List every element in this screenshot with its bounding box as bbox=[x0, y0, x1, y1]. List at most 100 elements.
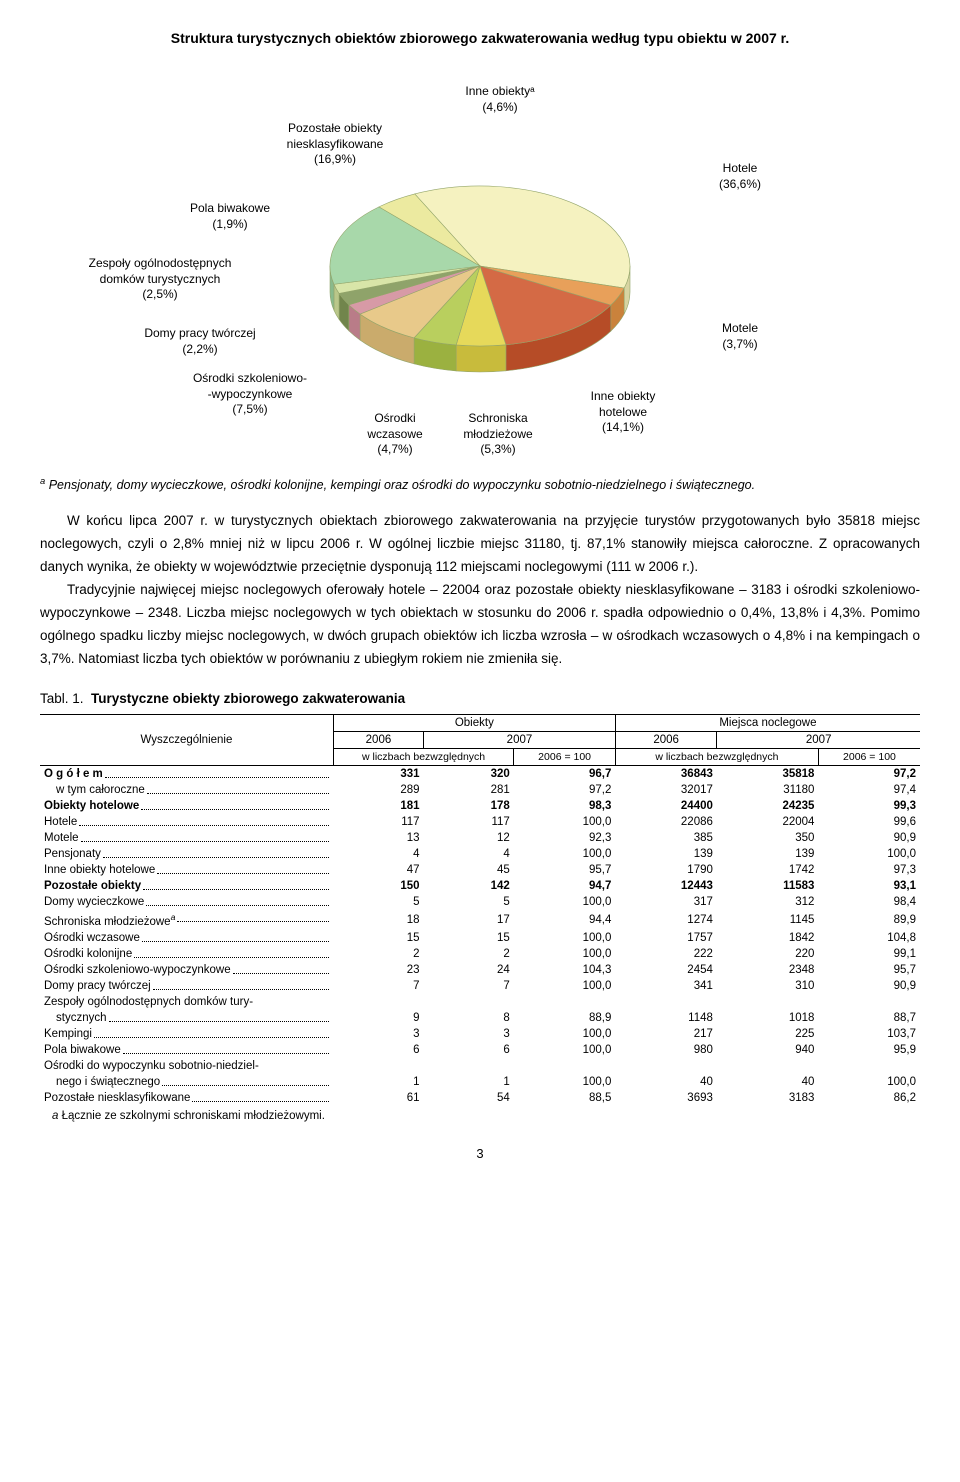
table-cell: 3 bbox=[333, 1026, 423, 1042]
pie-chart-svg bbox=[300, 136, 660, 396]
table-cell: 24400 bbox=[615, 798, 717, 814]
table-cell: 117 bbox=[333, 814, 423, 830]
table-cell: 100,0 bbox=[514, 1074, 616, 1090]
paragraph-2: Tradycyjnie najwięcej miejsc noclegowych… bbox=[40, 579, 920, 671]
table-cell: 40 bbox=[615, 1074, 717, 1090]
table-cell: 40 bbox=[717, 1074, 819, 1090]
table-cell: 217 bbox=[615, 1026, 717, 1042]
table-cell: 36843 bbox=[615, 765, 717, 782]
table-cell: 98,4 bbox=[818, 894, 920, 910]
table-cell: 18 bbox=[333, 910, 423, 930]
table-cell: 142 bbox=[424, 878, 514, 894]
table-cell: 220 bbox=[717, 946, 819, 962]
table-cell: 22004 bbox=[717, 814, 819, 830]
table-cell: 980 bbox=[615, 1042, 717, 1058]
table-cell: 17 bbox=[424, 910, 514, 930]
table-cell: 95,7 bbox=[514, 862, 616, 878]
table-cell: 88,7 bbox=[818, 1010, 920, 1026]
table-row: Ośrodki wczasowe1515100,017571842104,8 bbox=[40, 930, 920, 946]
table-cell: 12 bbox=[424, 830, 514, 846]
table-cell: 22086 bbox=[615, 814, 717, 830]
table-cell: 32017 bbox=[615, 782, 717, 798]
table-cell: 1274 bbox=[615, 910, 717, 930]
table-cell: 97,3 bbox=[818, 862, 920, 878]
table-cell: 181 bbox=[333, 798, 423, 814]
th-y2006b: 2006 bbox=[615, 731, 717, 748]
table-cell: 1742 bbox=[717, 862, 819, 878]
th-y2007b: 2007 bbox=[717, 731, 920, 748]
table-cell: 1 bbox=[333, 1074, 423, 1090]
table-footnote-text: Łącznie ze szkolnymi schroniskami młodzi… bbox=[62, 1110, 325, 1122]
table-row: Kempingi33100,0217225103,7 bbox=[40, 1026, 920, 1042]
chart-label: Domy pracy twórczej(2,2%) bbox=[144, 326, 255, 357]
table-cell: 150 bbox=[333, 878, 423, 894]
table-row: Pozostałe niesklasyfikowane615488,536933… bbox=[40, 1090, 920, 1106]
table-cell: 9 bbox=[333, 1010, 423, 1026]
table-cell: 100,0 bbox=[514, 894, 616, 910]
table-cell: 940 bbox=[717, 1042, 819, 1058]
footnote-text: Pensjonaty, domy wycieczkowe, ośrodki ko… bbox=[49, 478, 755, 492]
th-abs1: w liczbach bezwzględnych bbox=[333, 748, 514, 765]
table-cell: 54 bbox=[424, 1090, 514, 1106]
table-cell: 99,3 bbox=[818, 798, 920, 814]
table-cell: 1148 bbox=[615, 1010, 717, 1026]
th-y2006a: 2006 bbox=[333, 731, 423, 748]
table-cell: 88,5 bbox=[514, 1090, 616, 1106]
table-cell: 35818 bbox=[717, 765, 819, 782]
th-miejsca: Miejsca noclegowe bbox=[615, 714, 920, 731]
table-cell: 15 bbox=[424, 930, 514, 946]
footnote-letter: a bbox=[40, 476, 45, 486]
table-cell: 100,0 bbox=[514, 846, 616, 862]
table-cell: 97,2 bbox=[818, 765, 920, 782]
table-cell: 341 bbox=[615, 978, 717, 994]
table-cell: 104,3 bbox=[514, 962, 616, 978]
table-cell: 1 bbox=[424, 1074, 514, 1090]
table-cell: 100,0 bbox=[514, 1042, 616, 1058]
table-cell: 4 bbox=[333, 846, 423, 862]
table-cell: 310 bbox=[717, 978, 819, 994]
th-y2007a: 2007 bbox=[424, 731, 616, 748]
table-cell: 331 bbox=[333, 765, 423, 782]
page-title: Struktura turystycznych obiektów zbiorow… bbox=[40, 30, 920, 46]
table-row: Hotele117117100,0220862200499,6 bbox=[40, 814, 920, 830]
table-cell: 6 bbox=[424, 1042, 514, 1058]
table-cell: 3183 bbox=[717, 1090, 819, 1106]
table-cell: 317 bbox=[615, 894, 717, 910]
table-row: nego i świątecznego11100,04040100,0 bbox=[40, 1074, 920, 1090]
table-row: Schroniska młodzieżowea181794,4127411458… bbox=[40, 910, 920, 930]
table-cell: 7 bbox=[424, 978, 514, 994]
table-cell: 89,9 bbox=[818, 910, 920, 930]
table-cell: 289 bbox=[333, 782, 423, 798]
table-cell: 47 bbox=[333, 862, 423, 878]
table-cell: 96,7 bbox=[514, 765, 616, 782]
table-row: Pensjonaty44100,0139139100,0 bbox=[40, 846, 920, 862]
table-cell: 4 bbox=[424, 846, 514, 862]
table-cell: 100,0 bbox=[514, 978, 616, 994]
table-row: Domy wycieczkowe55100,031731298,4 bbox=[40, 894, 920, 910]
table-cell: 2 bbox=[333, 946, 423, 962]
table-title-bold: Turystyczne obiekty zbiorowego zakwatero… bbox=[91, 691, 405, 706]
table-row: w tym całoroczne28928197,2320173118097,4 bbox=[40, 782, 920, 798]
table-row: Inne obiekty hotelowe474595,71790174297,… bbox=[40, 862, 920, 878]
table-cell: 139 bbox=[717, 846, 819, 862]
th-obiekty: Obiekty bbox=[333, 714, 615, 731]
table-cell: 97,2 bbox=[514, 782, 616, 798]
table-row: Pozostałe obiekty15014294,7124431158393,… bbox=[40, 878, 920, 894]
table-cell: 2 bbox=[424, 946, 514, 962]
chart-label: Schroniskamłodzieżowe(5,3%) bbox=[463, 411, 532, 458]
table-cell: 1790 bbox=[615, 862, 717, 878]
th-abs2: w liczbach bezwzględnych bbox=[615, 748, 818, 765]
table-cell: 94,4 bbox=[514, 910, 616, 930]
table-cell: 86,2 bbox=[818, 1090, 920, 1106]
table-cell: 24235 bbox=[717, 798, 819, 814]
table-cell: 5 bbox=[333, 894, 423, 910]
table-cell: 100,0 bbox=[514, 1026, 616, 1042]
table-cell: 24 bbox=[424, 962, 514, 978]
chart-label: Ośrodki szkoleniowo--wypoczynkowe(7,5%) bbox=[193, 371, 307, 418]
table-cell: 5 bbox=[424, 894, 514, 910]
table-cell: 100,0 bbox=[514, 946, 616, 962]
table-cell: 225 bbox=[717, 1026, 819, 1042]
table-cell: 95,9 bbox=[818, 1042, 920, 1058]
table-cell: 104,8 bbox=[818, 930, 920, 946]
page-number: 3 bbox=[40, 1146, 920, 1161]
